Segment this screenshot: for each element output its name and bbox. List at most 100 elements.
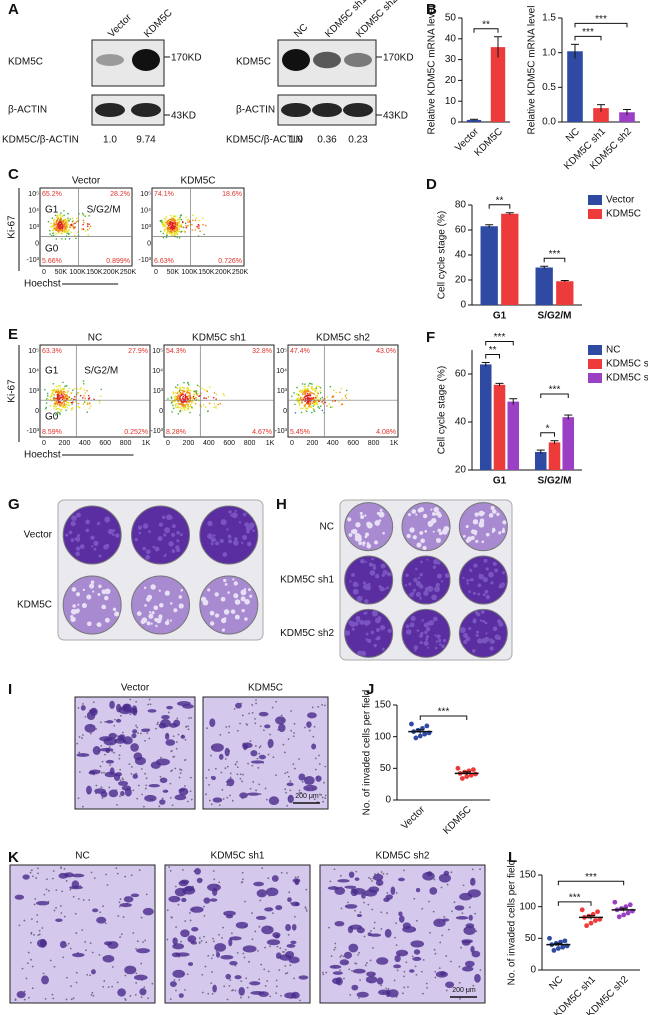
cell-dot — [193, 398, 195, 400]
colony — [165, 621, 169, 625]
colony — [155, 547, 160, 552]
pore — [386, 912, 388, 914]
pore — [251, 912, 253, 914]
x-tick-label: NC — [547, 974, 565, 992]
pore — [125, 975, 127, 977]
bar — [567, 51, 583, 122]
pore — [448, 929, 450, 931]
legend-swatch — [588, 359, 602, 369]
pore — [290, 730, 292, 732]
cell — [440, 971, 446, 976]
cell-dot — [176, 232, 178, 234]
pore — [226, 797, 228, 799]
pore — [252, 938, 254, 940]
pore — [395, 922, 397, 924]
cell-dot — [182, 396, 184, 398]
cell-dot — [341, 398, 343, 400]
pore — [184, 920, 186, 922]
pore — [285, 973, 287, 975]
cell-dot — [314, 411, 316, 413]
cell-dot — [307, 395, 309, 397]
cell-dot — [184, 409, 186, 411]
pore — [94, 877, 96, 879]
colony — [460, 627, 466, 633]
colony — [422, 546, 426, 550]
colony — [406, 624, 410, 628]
pore — [123, 916, 125, 918]
pore — [30, 872, 32, 874]
row-label: Vector — [24, 530, 53, 541]
cell-dot — [188, 384, 190, 386]
cell-dot — [182, 387, 184, 389]
pore — [434, 971, 436, 973]
cell-dot — [189, 220, 191, 222]
pore — [190, 790, 192, 792]
x-tick-label: 0 — [166, 440, 170, 447]
pore — [266, 980, 268, 982]
cell-dot — [313, 393, 315, 395]
cell-dot — [68, 396, 70, 398]
cell-dot — [198, 225, 200, 227]
point — [424, 724, 429, 729]
cell-dot — [202, 217, 204, 219]
cell-dot — [175, 392, 177, 394]
colony — [485, 590, 489, 594]
cell — [124, 896, 134, 902]
significance-label: *** — [595, 14, 607, 25]
cell — [134, 975, 148, 981]
cell-dot — [175, 216, 177, 218]
pore — [60, 905, 62, 907]
cell — [94, 788, 106, 794]
colony — [441, 644, 445, 648]
pore — [339, 969, 341, 971]
cell-dot — [179, 219, 181, 221]
cell — [366, 971, 376, 976]
ratio-value: 1.0 — [103, 135, 117, 146]
quadrant-percent: 54.3% — [166, 348, 186, 355]
colony — [478, 583, 482, 587]
cell-dot — [310, 400, 312, 402]
colony — [159, 603, 164, 608]
panel-label: E — [8, 326, 18, 343]
colony — [90, 536, 94, 540]
colony — [413, 645, 418, 650]
cell-dot — [71, 409, 73, 411]
cell-dot — [205, 397, 207, 399]
colony — [411, 616, 416, 621]
cell-dot — [179, 396, 181, 398]
cell — [351, 985, 358, 991]
colony — [382, 574, 385, 577]
pore — [203, 906, 205, 908]
pore — [54, 910, 56, 912]
pore — [121, 933, 123, 935]
cell — [115, 772, 122, 776]
cell — [209, 718, 215, 727]
colony — [69, 531, 73, 535]
pore — [227, 766, 229, 768]
colony — [469, 569, 471, 571]
colony — [463, 535, 466, 538]
cell-dot — [187, 396, 189, 398]
cell-dot — [177, 393, 179, 395]
cell — [412, 957, 421, 961]
pore — [145, 788, 147, 790]
cell-dot — [181, 407, 183, 409]
colony — [414, 650, 416, 652]
colony — [473, 618, 477, 622]
pore — [250, 740, 252, 742]
pore — [171, 769, 173, 771]
cell — [376, 957, 388, 965]
cell-dot — [167, 230, 169, 232]
cell-dot — [85, 392, 87, 394]
colony — [423, 591, 428, 596]
colony — [364, 514, 366, 516]
cell-dot — [314, 401, 316, 403]
colony — [433, 507, 438, 512]
point — [626, 911, 631, 916]
cell-dot — [78, 392, 80, 394]
cell-dot — [62, 405, 64, 407]
pore — [269, 995, 271, 997]
cell-dot — [60, 229, 62, 231]
pore — [104, 721, 106, 723]
colony — [225, 583, 228, 586]
